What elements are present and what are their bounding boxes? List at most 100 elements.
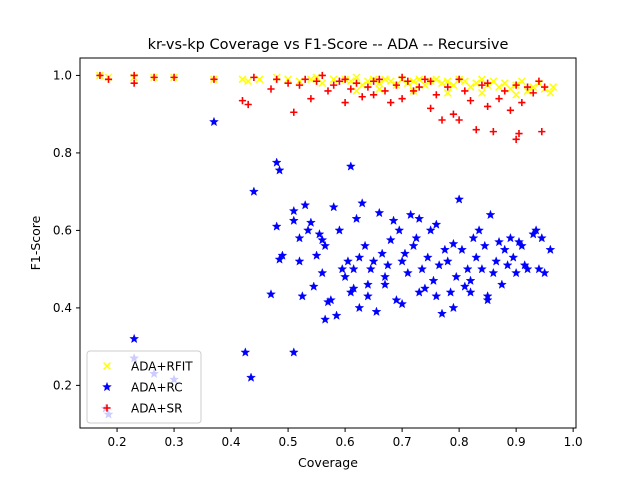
data-point (427, 104, 435, 112)
legend-item: ADA+RFIT (103, 360, 193, 374)
data-point (303, 225, 313, 235)
data-point (414, 287, 425, 297)
data-point (499, 244, 510, 254)
data-point (273, 75, 281, 83)
data-point (288, 205, 299, 216)
data-point (246, 372, 256, 382)
data-point (474, 225, 485, 235)
data-point (397, 298, 408, 309)
data-point (365, 263, 376, 274)
data-point (307, 95, 315, 103)
data-point (508, 252, 519, 262)
data-point (409, 87, 418, 95)
data-point (482, 294, 493, 305)
data-point (400, 248, 410, 258)
data-point (317, 234, 328, 245)
x-axis-label: Coverage (298, 455, 358, 470)
data-point (501, 87, 509, 95)
data-point (428, 275, 439, 285)
data-point (438, 79, 446, 88)
data-point (382, 260, 393, 270)
data-point (288, 347, 299, 357)
legend-marker (103, 362, 111, 370)
data-point (308, 281, 319, 291)
data-point (104, 75, 113, 83)
x-tick-label: 0.9 (507, 435, 526, 449)
data-point (352, 73, 361, 82)
data-point (348, 263, 359, 274)
legend-label: ADA+RFIT (131, 360, 193, 374)
data-point (505, 232, 516, 243)
legend-box (86, 350, 202, 424)
legend-label: ADA+SR (131, 402, 182, 416)
data-point (398, 73, 406, 81)
data-point (311, 250, 322, 260)
data-point (485, 209, 496, 220)
y-tick-label: 0.8 (53, 146, 72, 160)
data-point (538, 128, 546, 136)
data-point (368, 256, 379, 266)
data-point (484, 102, 492, 111)
data-point (437, 308, 447, 318)
data-point (404, 77, 412, 85)
x-tick-label: 1.0 (564, 435, 583, 449)
data-point (431, 291, 442, 301)
data-point (374, 207, 385, 218)
data-point (468, 232, 479, 243)
data-point (295, 81, 304, 89)
data-point (150, 73, 158, 81)
data-point (484, 79, 492, 87)
data-point (517, 77, 526, 86)
data-point (317, 267, 328, 278)
data-point (331, 310, 342, 320)
data-point (248, 186, 259, 196)
data-point (360, 240, 370, 251)
data-point (297, 291, 308, 301)
data-point (381, 87, 389, 95)
data-point (238, 75, 247, 84)
data-point (431, 219, 442, 229)
legend-marker (103, 404, 111, 412)
data-point (320, 314, 331, 324)
data-point (210, 75, 218, 83)
data-point (209, 116, 219, 127)
data-point (300, 200, 311, 210)
data-point (466, 83, 475, 91)
data-point (471, 252, 482, 262)
data-point (454, 194, 465, 204)
data-point (130, 71, 138, 80)
x-tick-label: 0.2 (108, 435, 127, 449)
data-point (392, 81, 401, 89)
data-point (549, 83, 558, 91)
data-point (337, 263, 348, 274)
data-point (357, 198, 368, 208)
data-point (325, 294, 336, 305)
x-tick-label: 0.6 (336, 435, 355, 449)
data-point (451, 271, 462, 282)
data-point (536, 232, 547, 243)
data-point (330, 81, 338, 89)
data-point (364, 83, 372, 91)
y-tick-label: 1.0 (53, 68, 72, 82)
data-point (519, 260, 530, 270)
data-point (488, 267, 499, 278)
data-point (512, 81, 520, 89)
data-point (443, 77, 452, 86)
data-point (318, 71, 326, 80)
data-point (362, 279, 373, 289)
data-point (363, 77, 372, 86)
chart-title: kr-vs-kp Coverage vs F1-Score -- ADA -- … (148, 37, 509, 53)
data-point (312, 77, 321, 85)
data-point (345, 161, 356, 171)
x-axis-ticks: 0.2 0.3 0.4 0.5 0.6 0.7 0.8 0.9 1.0 (108, 428, 583, 449)
data-point (512, 90, 521, 99)
data-point (442, 256, 453, 266)
data-point (386, 77, 395, 86)
data-point (343, 256, 353, 266)
data-point (305, 217, 316, 227)
data-point (415, 83, 423, 91)
data-point (352, 79, 361, 87)
data-point (502, 260, 513, 270)
data-point (455, 75, 463, 83)
